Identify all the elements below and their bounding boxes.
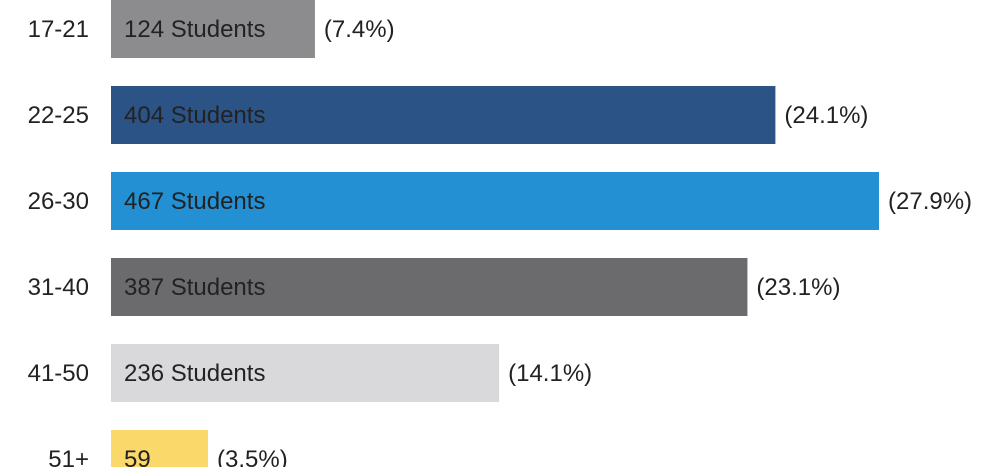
percent-label: (27.9%) bbox=[888, 188, 972, 215]
bar bbox=[111, 344, 500, 402]
bar bbox=[111, 172, 879, 230]
bar-value-label: 404 Students bbox=[124, 102, 265, 129]
bar-row: 17-21 124 Students (7.4%) bbox=[28, 0, 395, 58]
category-label: 51+ bbox=[48, 446, 89, 467]
category-label: 41-50 bbox=[28, 360, 89, 387]
bar-value-label: 236 Students bbox=[124, 360, 265, 387]
bar-row: 51+ 59 (3.5%) bbox=[48, 430, 288, 467]
percent-label: (24.1%) bbox=[784, 102, 868, 129]
percent-label: (7.4%) bbox=[324, 16, 395, 43]
bar-value-label: 59 bbox=[124, 446, 151, 467]
bar-value-label: 387 Students bbox=[124, 274, 265, 301]
bar bbox=[111, 258, 748, 316]
bar bbox=[111, 430, 209, 467]
bar-value-label: 124 Students bbox=[124, 16, 265, 43]
bar bbox=[111, 86, 776, 144]
category-label: 26-30 bbox=[28, 188, 89, 215]
bar-row: 22-25 404 Students (24.1%) bbox=[28, 86, 868, 144]
percent-label: (14.1%) bbox=[508, 360, 592, 387]
percent-label: (23.1%) bbox=[756, 274, 840, 301]
bar-row: 26-30 467 Students (27.9%) bbox=[28, 172, 972, 230]
category-label: 22-25 bbox=[28, 102, 89, 129]
bar-row: 41-50 236 Students (14.1%) bbox=[28, 344, 592, 402]
bar-value-label: 467 Students bbox=[124, 188, 265, 215]
category-label: 31-40 bbox=[28, 274, 89, 301]
bar-row: 31-40 387 Students (23.1%) bbox=[28, 258, 840, 316]
percent-label: (3.5%) bbox=[217, 446, 288, 467]
bar bbox=[111, 0, 315, 58]
category-label: 17-21 bbox=[28, 16, 89, 43]
